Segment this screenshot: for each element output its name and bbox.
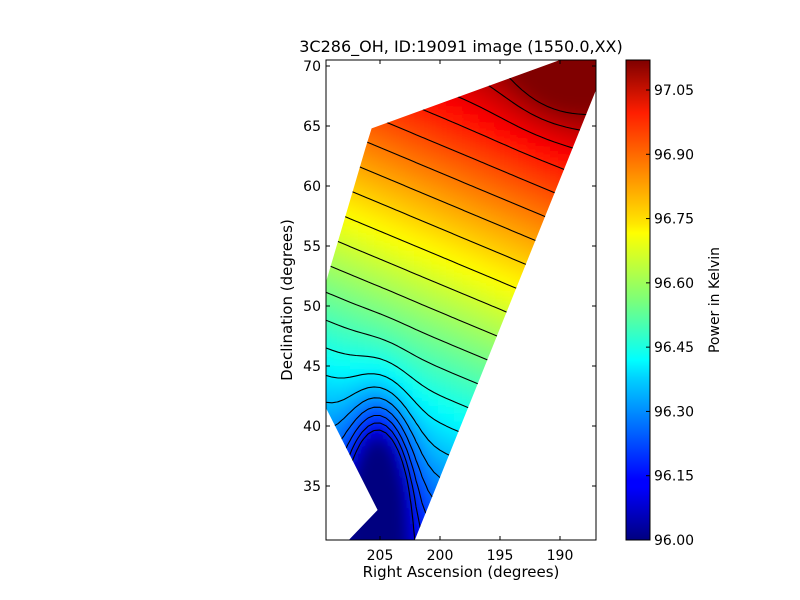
colorbar-tick-label: 96.00 [654,533,694,549]
heatmap-plot: 205 200 195 190 35 40 45 50 55 60 65 70 [303,59,597,564]
heatmap-image [326,60,596,540]
colorbar-ticks: 96.00 96.15 96.30 96.45 96.60 96.75 96.90 97.05 [646,83,694,549]
y-tick-label: 50 [303,299,321,315]
y-tick-label: 55 [303,239,321,255]
x-axis: 205 200 195 190 [367,60,574,564]
colorbar-tick-label: 96.75 [654,212,694,228]
colorbar-tick-label: 96.30 [654,404,694,420]
colorbar: 96.00 96.15 96.30 96.45 96.60 96.75 96.90 97.05… [625,59,723,549]
x-tick-label: 190 [547,548,574,564]
chart-title: 3C286_OH, ID:19091 image (1550.0,XX) [299,37,623,57]
y-tick-label: 70 [303,59,321,75]
y-tick-label: 65 [303,119,321,135]
x-tick-label: 205 [367,548,394,564]
colorbar-label: Power in Kelvin [707,247,723,353]
y-axis: 35 40 45 50 55 60 65 70 [303,59,596,495]
y-tick-label: 40 [303,419,321,435]
x-tick-label: 195 [487,548,514,564]
colorbar-tick-label: 96.15 [654,469,694,485]
colorbar-tick-label: 96.60 [654,276,694,292]
x-axis-label: Right Ascension (degrees) [363,563,560,581]
colorbar-tick-label: 96.90 [654,147,694,163]
plot-frame [325,59,597,541]
colorbar-tick-label: 96.45 [654,340,694,356]
y-axis-label: Declination (degrees) [278,219,296,381]
y-tick-label: 45 [303,359,321,375]
y-tick-label: 60 [303,179,321,195]
colorbar-tick-label: 97.05 [654,83,694,99]
x-tick-label: 200 [427,548,454,564]
y-tick-label: 35 [303,479,321,495]
colorbar-gradient [625,59,651,541]
